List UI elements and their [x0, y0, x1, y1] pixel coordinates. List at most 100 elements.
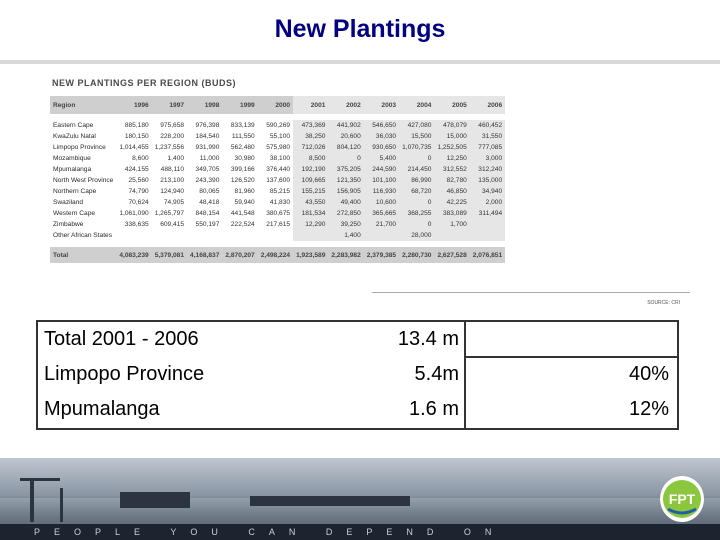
cell-value: 55,100 [269, 133, 291, 140]
cell-value: 376,440 [266, 166, 291, 173]
total-label: Total [50, 247, 117, 263]
cell-value: 804,120 [328, 142, 364, 153]
cell-value: 28,000 [399, 230, 435, 241]
cell-value: 833,139 [230, 122, 255, 129]
cell-value: 25,560 [128, 177, 149, 184]
table-row: Northern Cape 74,790 124,940 80,065 81,960 85… [50, 186, 506, 197]
cell-value: 590,269 [266, 122, 291, 129]
cell-value: 38,100 [269, 155, 291, 162]
cell-value: 36,030 [363, 131, 400, 142]
cell-value: 74,790 [128, 188, 149, 195]
cell-value: 82,780 [434, 175, 470, 186]
cell-value: 5,400 [363, 153, 400, 164]
cell-value: 156,905 [328, 186, 364, 197]
cell-value: 0 [399, 219, 435, 230]
cell-value [469, 230, 506, 241]
cell-value: 546,650 [363, 120, 400, 131]
cell-value: 312,552 [434, 164, 470, 175]
summary-value: 1.6 m [408, 398, 459, 420]
cell-value [152, 230, 187, 241]
cell-value: 181,534 [293, 208, 329, 219]
cell-value: 0 [399, 153, 435, 164]
divider-line [372, 292, 690, 293]
cell-value: 15,500 [399, 131, 435, 142]
column-header: 2001 [293, 96, 329, 114]
region-name: North West Province [53, 177, 114, 184]
summary-box: Total 2001 - 2006 13.4 m Limpopo Provinc… [36, 320, 679, 430]
cell-value: 976,398 [195, 122, 220, 129]
cell-value: 368,255 [399, 208, 435, 219]
cell-value: 2,000 [469, 197, 506, 208]
cell-value: 575,980 [266, 144, 291, 151]
cell-value: 365,665 [363, 208, 400, 219]
cell-value: 383,089 [434, 208, 470, 219]
cell-value: 488,110 [160, 166, 185, 173]
cell-value: 124,940 [160, 188, 185, 195]
cell-value: 214,450 [399, 164, 435, 175]
region-name: Mozambique [53, 155, 91, 162]
cell-value: 180,150 [124, 133, 149, 140]
cell-value: 243,390 [195, 177, 220, 184]
cell-value: 1,014,455 [119, 144, 149, 151]
cell-value: 1,265,797 [154, 210, 185, 217]
ship-shape [250, 496, 410, 506]
cell-value: 39,250 [328, 219, 364, 230]
cell-value: 155,215 [293, 186, 329, 197]
cell-value: 43,550 [293, 197, 329, 208]
cell-value: 478,079 [434, 120, 470, 131]
table-row: KwaZulu Natal 180,150 228,200 184,540 111,55… [50, 131, 506, 142]
crane-shape [20, 478, 60, 481]
cell-value: 11,000 [199, 155, 220, 162]
table-header-row: Region 1996 1997 1998 1999 2000 2001 2002 2003 20… [50, 96, 506, 114]
cell-value: 8,500 [293, 153, 329, 164]
table-row: North West Province 25,560 213,100 243,390 1… [50, 175, 506, 186]
total-value: 4,083,239 [116, 247, 152, 263]
cell-value: 312,240 [469, 164, 506, 175]
cell-value [363, 230, 400, 241]
cell-value: 217,615 [266, 221, 291, 228]
total-value: 2,627,528 [434, 247, 470, 263]
cell-value: 38,250 [293, 131, 329, 142]
total-value: 4,168,837 [187, 247, 223, 263]
column-header: 2006 [469, 96, 506, 114]
region-name: Eastern Cape [53, 122, 94, 129]
column-header: 2004 [399, 96, 435, 114]
cell-value: 184,540 [195, 133, 220, 140]
cell-value: 70,624 [128, 199, 149, 206]
cell-value: 86,990 [399, 175, 435, 186]
cell-value: 10,600 [363, 197, 400, 208]
cell-value: 30,980 [234, 155, 255, 162]
cell-value: 34,940 [469, 186, 506, 197]
cell-value: 80,065 [199, 188, 220, 195]
table-row: Zimbabwe 338,635 609,415 550,197 222,524 217,… [50, 219, 506, 230]
cell-value: 441,902 [328, 120, 364, 131]
cell-value: 116,930 [363, 186, 400, 197]
cell-value: 121,350 [328, 175, 364, 186]
cell-value: 12,290 [293, 219, 329, 230]
footer-banner: PEOPLE YOU CAN DEPEND ON FPT [0, 458, 720, 540]
cell-value: 1,400 [328, 230, 364, 241]
cell-value [222, 230, 257, 241]
cell-value: 109,665 [293, 175, 329, 186]
column-header: 2005 [434, 96, 470, 114]
summary-label: Mpumalanga [44, 398, 160, 420]
cell-value: 1,237,556 [154, 144, 185, 151]
region-name: Mpumalanga [53, 166, 92, 173]
region-name: Zimbabwe [53, 221, 84, 228]
cell-value: 609,415 [160, 221, 185, 228]
plantings-table: Region 1996 1997 1998 1999 2000 2001 2002 2003 20… [50, 96, 506, 263]
cell-value: 244,590 [363, 164, 400, 175]
table-row: Swaziland 70,624 74,905 48,418 59,940 41,830 4… [50, 197, 506, 208]
region-name: Other African States [53, 232, 113, 239]
summary-row-total: Total 2001 - 2006 13.4 m [38, 322, 677, 356]
table-row: Mpumalanga 424,155 488,110 349,705 399,166 37… [50, 164, 506, 175]
summary-grid-line [464, 322, 466, 428]
cell-value: 975,658 [160, 122, 185, 129]
cell-value: 338,635 [124, 221, 149, 228]
total-value: 1,923,589 [293, 247, 329, 263]
cell-value: 192,190 [293, 164, 329, 175]
cell-value: 712,026 [293, 142, 329, 153]
cell-value: 424,155 [124, 166, 149, 173]
cell-value: 272,850 [328, 208, 364, 219]
fpt-logo-graphic: FPT [663, 480, 701, 518]
